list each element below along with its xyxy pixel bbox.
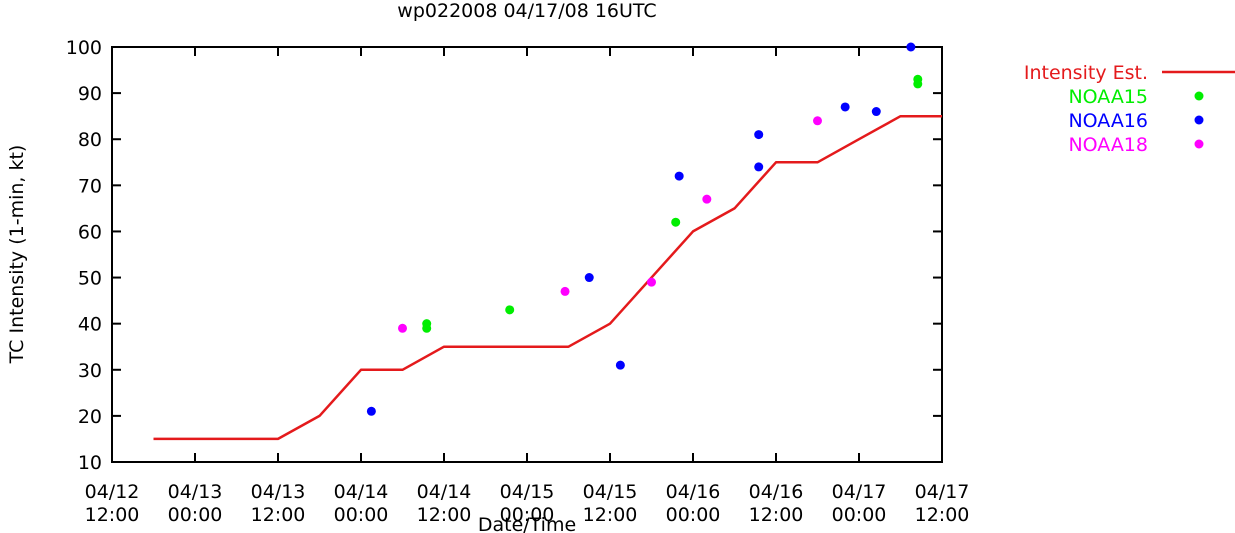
x-tick-label-date: 04/13 bbox=[168, 481, 223, 503]
y-axis: 10 20 30 40 50 60 70 80 90 100 bbox=[66, 37, 942, 474]
y-tick-label: 40 bbox=[78, 314, 102, 336]
y-tick-label: 50 bbox=[78, 268, 102, 290]
x-tick-label-time: 12:00 bbox=[583, 504, 638, 526]
x-tick-label-date: 04/16 bbox=[666, 481, 721, 503]
legend-swatch-noaa16 bbox=[1194, 115, 1204, 125]
plot-area-frame bbox=[111, 46, 943, 463]
x-tick-label-date: 04/16 bbox=[749, 481, 804, 503]
x-axis: 04/1212:0004/1300:0004/1312:0004/1400:00… bbox=[85, 47, 970, 526]
x-tick-label-time: 00:00 bbox=[666, 504, 721, 526]
x-tick-label-date: 04/14 bbox=[334, 481, 389, 503]
x-tick-label-date: 04/14 bbox=[417, 481, 472, 503]
data-point-noaa18 bbox=[398, 323, 407, 333]
y-axis-label: TC Intensity (1-min, kt) bbox=[6, 145, 28, 365]
data-point-noaa16 bbox=[615, 360, 625, 370]
y-tick-label: 10 bbox=[78, 452, 102, 474]
x-tick-label-time: 00:00 bbox=[500, 504, 555, 526]
data-point-noaa15 bbox=[505, 305, 515, 315]
series-line-intensity-est bbox=[153, 114, 942, 441]
data-point-noaa16 bbox=[906, 42, 916, 52]
data-point-noaa16 bbox=[366, 406, 376, 416]
chart-title: wp022008 04/17/08 16UTC bbox=[397, 0, 656, 22]
y-tick-label: 70 bbox=[78, 175, 102, 197]
x-tick-label-time: 12:00 bbox=[417, 504, 472, 526]
legend-label-noaa15: NOAA15 bbox=[1068, 86, 1148, 108]
data-point-noaa16 bbox=[674, 171, 684, 181]
data-point-noaa15 bbox=[422, 323, 432, 333]
data-point-noaa15 bbox=[913, 79, 923, 89]
data-point-noaa16 bbox=[584, 273, 594, 283]
legend-label-intensity-est: Intensity Est. bbox=[1024, 62, 1148, 84]
x-tick-label-time: 12:00 bbox=[251, 504, 306, 526]
y-tick-label: 30 bbox=[78, 360, 102, 382]
series-layer bbox=[153, 42, 942, 441]
data-point-noaa15 bbox=[671, 217, 681, 227]
legend-swatch-noaa15 bbox=[1194, 91, 1204, 101]
y-tick-label: 100 bbox=[66, 37, 102, 59]
x-tick-label-time: 00:00 bbox=[832, 504, 887, 526]
data-point-noaa16 bbox=[754, 130, 764, 140]
y-tick-label: 60 bbox=[78, 221, 102, 243]
y-tick-label: 80 bbox=[78, 129, 102, 151]
x-tick-label-time: 12:00 bbox=[915, 504, 970, 526]
x-axis-label: Date/Time bbox=[478, 514, 576, 533]
data-point-noaa16 bbox=[871, 107, 881, 117]
data-point-noaa18 bbox=[647, 277, 656, 287]
x-tick-label-date: 04/12 bbox=[85, 481, 140, 503]
legend-swatch-noaa18 bbox=[1194, 139, 1204, 149]
y-tick-label: 20 bbox=[78, 406, 102, 428]
x-tick-label-time: 12:00 bbox=[749, 504, 804, 526]
data-point-noaa18 bbox=[702, 194, 712, 204]
x-tick-label-time: 00:00 bbox=[334, 504, 389, 526]
x-tick-label-date: 04/17 bbox=[832, 481, 887, 503]
legend-label-noaa16: NOAA16 bbox=[1068, 110, 1148, 132]
x-tick-label-date: 04/17 bbox=[915, 481, 970, 503]
x-tick-label-time: 12:00 bbox=[85, 504, 140, 526]
data-point-noaa18 bbox=[560, 286, 570, 296]
legend-label-noaa18: NOAA18 bbox=[1068, 134, 1148, 156]
x-tick-label-date: 04/15 bbox=[583, 481, 638, 503]
data-point-noaa16 bbox=[840, 102, 850, 112]
y-tick-label: 90 bbox=[78, 83, 102, 105]
x-tick-label-date: 04/15 bbox=[500, 481, 555, 503]
x-tick-label-time: 00:00 bbox=[168, 504, 223, 526]
data-point-noaa18 bbox=[813, 116, 822, 126]
data-point-noaa16 bbox=[754, 162, 764, 172]
x-tick-label-date: 04/13 bbox=[251, 481, 306, 503]
